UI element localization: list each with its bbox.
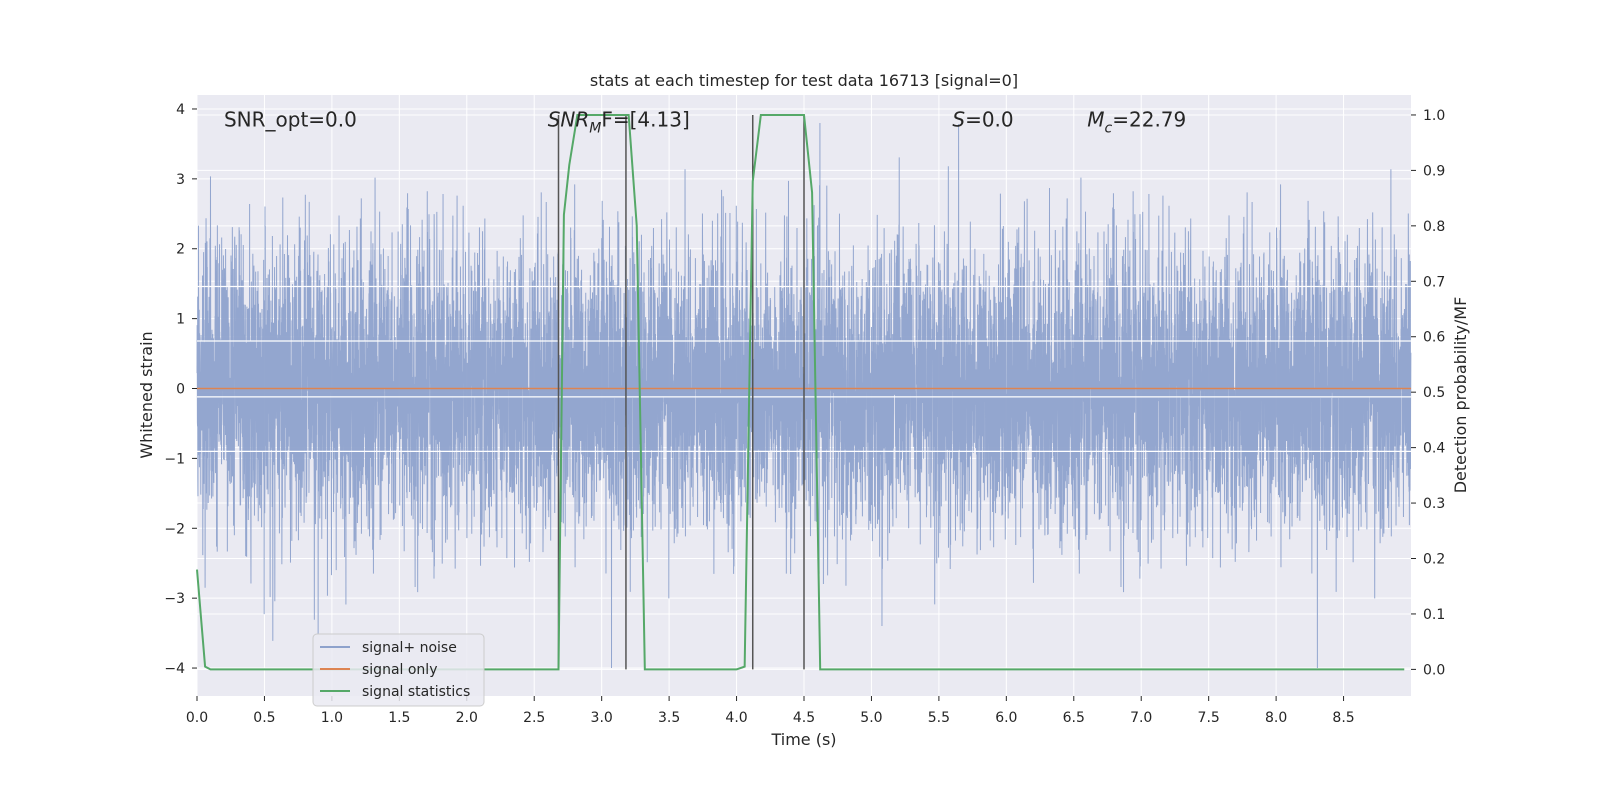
y-tick-label: 0 xyxy=(176,382,185,398)
x-tick-label: 5.5 xyxy=(928,710,950,726)
y2-axis-label: Detection probability/MF xyxy=(1451,297,1470,494)
y2-tick-label: 0.9 xyxy=(1423,163,1445,179)
y2-tick-label: 0.2 xyxy=(1423,552,1445,568)
y2-axis-ticks: 0.0 0.1 0.2 0.3 0.4 0.5 0.6 0.7 0.8 0.9 1.0 xyxy=(1411,108,1445,678)
y-tick-label: −1 xyxy=(164,451,185,467)
x-axis-label: Time (s) xyxy=(770,730,836,749)
y2-tick-label: 0.5 xyxy=(1423,385,1445,401)
annotation-snr-mf-base: SNR xyxy=(548,107,590,131)
annotation-mc-base: M xyxy=(1087,107,1104,131)
legend-label-signal-statistics: signal statistics xyxy=(362,684,470,700)
annotation-mc: Mc=22.79 xyxy=(1087,107,1186,136)
y-tick-label: −4 xyxy=(164,661,185,677)
y2-tick-label: 0.0 xyxy=(1423,662,1445,678)
annotation-snr-mf-sub: M xyxy=(589,120,601,136)
annotation-mc-tail: =22.79 xyxy=(1112,107,1186,131)
x-tick-label: 0.0 xyxy=(186,710,208,726)
y-axis-ticks: −4 −3 −2 −1 0 1 2 3 4 xyxy=(164,102,197,677)
y2-tick-label: 0.4 xyxy=(1423,441,1445,457)
x-tick-label: 2.5 xyxy=(523,710,545,726)
x-axis-ticks: 0.0 0.5 1.0 1.5 2.0 2.5 3.0 3.5 4.0 4.5 5.0 5.5 6.0 6… xyxy=(186,696,1355,726)
y2-tick-label: 0.3 xyxy=(1423,496,1445,512)
x-tick-label: 2.0 xyxy=(456,710,478,726)
x-tick-label: 3.5 xyxy=(658,710,680,726)
annotation-snr-opt: SNR_opt=0.0 xyxy=(224,107,357,131)
x-tick-label: 5.0 xyxy=(860,710,882,726)
annotation-s-tail: =0.0 xyxy=(965,107,1014,131)
x-tick-label: 8.5 xyxy=(1332,710,1354,726)
x-tick-label: 3.0 xyxy=(591,710,613,726)
y-tick-label: 4 xyxy=(176,102,185,118)
annotation-snr-mf: SNRMF=[4.13] xyxy=(548,107,690,136)
chart-title: stats at each timestep for test data 167… xyxy=(590,71,1018,90)
annotation-s-label: S xyxy=(952,107,965,131)
detection-vertical-lines xyxy=(557,114,805,670)
y2-tick-label: 0.1 xyxy=(1423,607,1445,623)
x-tick-label: 6.0 xyxy=(995,710,1017,726)
x-tick-label: 1.0 xyxy=(321,710,343,726)
y-tick-label: 1 xyxy=(176,312,185,328)
x-tick-label: 7.5 xyxy=(1198,710,1220,726)
y-tick-label: −3 xyxy=(164,591,185,607)
annotation-s: S=0.0 xyxy=(952,107,1013,131)
y2-tick-label: 0.7 xyxy=(1423,274,1445,290)
y2-tick-label: 1.0 xyxy=(1423,108,1445,124)
y-axis-label: Whitened strain xyxy=(137,331,156,458)
x-tick-label: 4.5 xyxy=(793,710,815,726)
legend: signal+ noise signal only signal statist… xyxy=(312,633,485,707)
annotations: SNR_opt=0.0 SNRMF=[4.13] S=0.0 Mc=22.79 xyxy=(224,107,1186,136)
legend-label-signal-noise: signal+ noise xyxy=(362,640,457,656)
annotation-snr-mf-tail: F=[4.13] xyxy=(601,107,689,131)
x-tick-label: 6.5 xyxy=(1063,710,1085,726)
x-tick-label: 1.5 xyxy=(388,710,410,726)
x-tick-label: 7.0 xyxy=(1130,710,1152,726)
legend-box xyxy=(312,633,485,707)
annotation-mc-sub: c xyxy=(1105,120,1113,136)
y-tick-label: −2 xyxy=(164,521,185,537)
y-tick-label: 3 xyxy=(176,172,185,188)
y-tick-label: 2 xyxy=(176,242,185,258)
x-tick-label: 0.5 xyxy=(253,710,275,726)
x-tick-label: 8.0 xyxy=(1265,710,1287,726)
y2-tick-label: 0.8 xyxy=(1423,219,1445,235)
x-tick-label: 4.0 xyxy=(725,710,747,726)
y2-tick-label: 0.6 xyxy=(1423,330,1445,346)
legend-label-signal-only: signal only xyxy=(362,662,437,678)
